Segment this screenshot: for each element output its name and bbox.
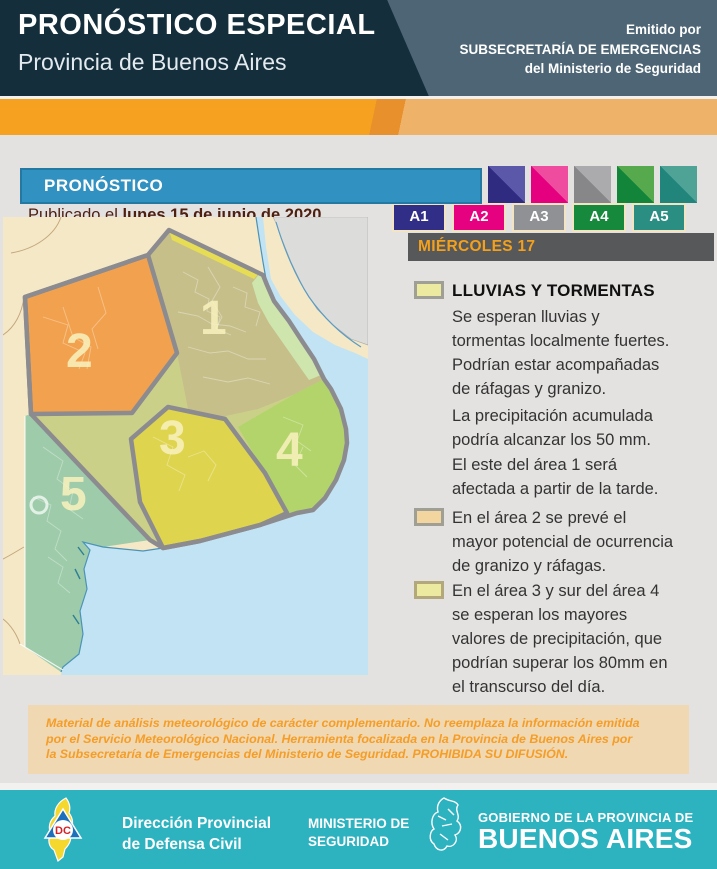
divider-strip-top <box>0 96 717 99</box>
forecast-paragraph-2: La precipitación acumulada podría alcanz… <box>452 407 653 449</box>
gobierno-label-small: GOBIERNO DE LA PROVINCIA DE <box>478 810 694 825</box>
ministerio-line-2: SEGURIDAD <box>308 833 390 849</box>
legend-square-a4 <box>617 166 654 203</box>
page-title: PRONÓSTICO ESPECIAL <box>18 9 376 41</box>
zone-label-5: 5 <box>60 468 87 521</box>
forecast-section-bar: PRONÓSTICO <box>20 168 482 204</box>
swatch-lluvias <box>414 281 444 299</box>
area-badge-a4: A4 <box>572 203 626 232</box>
ministerio-line-1: MINISTERIO DE <box>308 816 410 831</box>
issuer-line-2: SUBSECRETARÍA DE EMERGENCIAS <box>459 41 701 57</box>
defensa-line-1: Dirección Provincial <box>122 815 272 832</box>
dc-circle <box>53 820 73 840</box>
legend-square-a3 <box>574 166 611 203</box>
zone-area-1 <box>148 230 324 417</box>
river-east-bank <box>275 221 362 348</box>
zone-label-1: 1 <box>200 292 227 345</box>
dc-initials: DC <box>55 825 71 837</box>
issuer-line-1: Emitido por <box>626 22 701 37</box>
issuer-line-3: del Ministerio de Seguridad <box>524 61 701 77</box>
forecast-bullet-area-2: En el área 2 se prevé el mayor potencial… <box>452 509 674 575</box>
province-thin-borders <box>19 416 64 671</box>
divider-strip-bottom <box>0 783 717 790</box>
legend-square-a1 <box>488 166 525 203</box>
swatch-area-3-4 <box>414 581 444 599</box>
legend-square-a5 <box>660 166 697 203</box>
coastal-islets <box>72 546 85 625</box>
buenos-aires-outline-icon <box>429 797 462 851</box>
area-badge-a5: A5 <box>632 203 686 232</box>
issuer-block: Emitido por SUBSECRETARÍA DE EMERGENCIAS… <box>459 20 701 79</box>
gobierno-label-big: BUENOS AIRES <box>478 823 693 854</box>
swatch-area-2 <box>414 508 444 526</box>
area-badge-a3: A3 <box>512 203 566 232</box>
forecast-paragraph-1: Se esperan lluvias y tormentas localment… <box>452 308 670 398</box>
panel-heading: LLUVIAS Y TORMENTAS <box>452 281 655 300</box>
map-water <box>61 217 368 675</box>
legend-square-a2 <box>531 166 568 203</box>
zone-area-4 <box>238 379 347 513</box>
defensa-line-2: de Defensa Civil <box>122 836 242 854</box>
footer-banner: DC Dirección Provincial de Defensa Civil… <box>0 790 717 869</box>
coastal-strip <box>252 273 321 380</box>
published-bar: Publicado el lunes 15 de junio de 2020 A… <box>0 99 717 232</box>
area-badge-a1: A1 <box>392 203 446 232</box>
day-header: MIÉRCOLES 17 <box>408 233 714 261</box>
city-ring-marker <box>29 495 49 515</box>
disclaimer-box: Material de análisis meteorológico de ca… <box>28 705 689 774</box>
header-banner: PRONÓSTICO ESPECIAL Provincia de Buenos … <box>0 0 717 96</box>
zone-area-3 <box>131 407 287 548</box>
zone-label-2: 2 <box>66 325 93 378</box>
zone-area-2 <box>25 255 177 414</box>
forecast-paragraph-3: El este del área 1 será afectada a parti… <box>452 456 659 498</box>
header-navy-wedge <box>0 0 429 96</box>
forecast-map: 1 2 3 4 5 <box>3 217 368 675</box>
page-subtitle: Provincia de Buenos Aires <box>18 49 287 75</box>
zone-borders <box>22 227 350 551</box>
zone-label-4: 4 <box>276 424 303 477</box>
county-borders <box>32 266 312 594</box>
area-badge-a2: A2 <box>452 203 506 232</box>
ministerio-label: MINISTERIO DE SEGURIDAD <box>308 815 409 850</box>
defensa-civil-label: Dirección Provincial de Defensa Civil <box>122 813 271 856</box>
forecast-bullet-area-3-4: En el área 3 y sur del área 4 se esperan… <box>452 582 668 696</box>
zone-label-3: 3 <box>159 412 186 465</box>
zone-number-labels: 1 2 3 4 5 <box>60 292 303 521</box>
defensa-civil-logo: DC <box>43 797 83 862</box>
